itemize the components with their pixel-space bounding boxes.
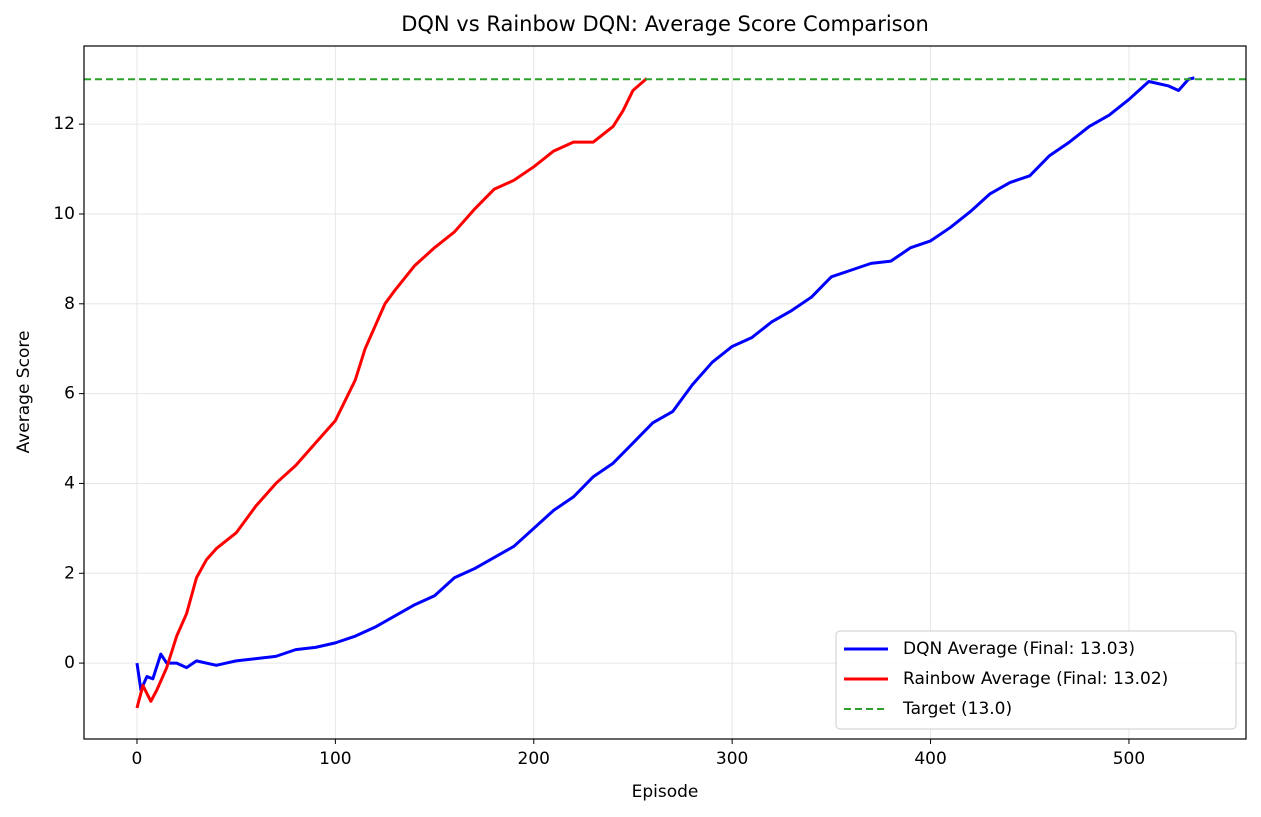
chart-title: DQN vs Rainbow DQN: Average Score Compar… [401, 12, 929, 36]
data-line [135, 77, 648, 709]
x-tick-label: 300 [716, 749, 748, 769]
y-tick-label: 12 [53, 114, 75, 134]
plot-frame [83, 45, 1247, 740]
y-tick-label: 8 [64, 294, 75, 314]
x-tick-label: 0 [132, 749, 143, 769]
legend-label: DQN Average (Final: 13.03) [903, 639, 1135, 659]
y-tick-label: 2 [64, 563, 75, 583]
x-tick-label: 400 [914, 749, 946, 769]
y-tick-label: 0 [64, 653, 75, 673]
legend-label: Target (13.0) [902, 699, 1012, 719]
y-tick-label: 10 [53, 204, 75, 224]
y-tick-label: 4 [64, 473, 75, 493]
x-tick-label: 100 [319, 749, 351, 769]
x-tick-label: 500 [1113, 749, 1145, 769]
x-tick-label: 200 [518, 749, 550, 769]
x-axis-label: Episode [632, 782, 699, 802]
legend-label: Rainbow Average (Final: 13.02) [903, 669, 1168, 689]
y-axis-label: Average Score [14, 331, 34, 454]
y-tick-label: 6 [64, 384, 75, 404]
data-line [135, 76, 1195, 692]
legend-box [835, 630, 1237, 730]
